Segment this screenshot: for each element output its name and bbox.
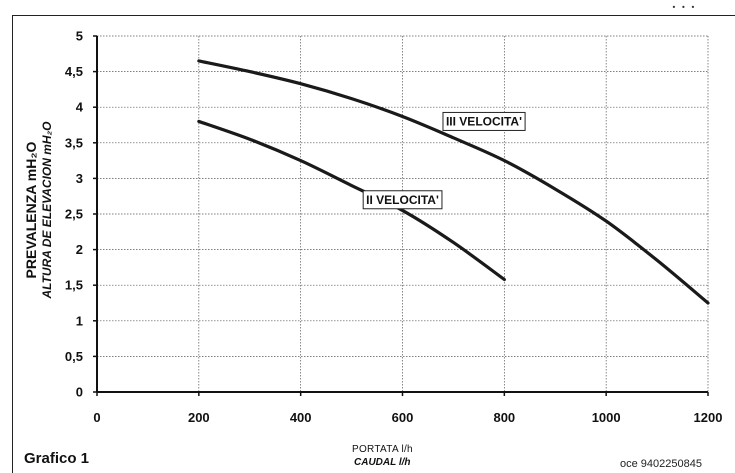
series-label-box	[362, 190, 443, 210]
x-tick-label: 1200	[694, 410, 723, 425]
x-tick-label: 0	[93, 410, 100, 425]
series-label-box	[442, 111, 526, 131]
series-label-text: II VELOCITA'	[366, 193, 439, 207]
series-line-2-velocita	[197, 119, 506, 282]
series-label-text: III VELOCITA'	[446, 114, 522, 128]
y-tick-label: 2,5	[65, 207, 83, 222]
y-tick-label: 0	[76, 385, 83, 400]
x-axis-label-sub: CAUDAL l/h	[354, 457, 411, 468]
axes	[93, 35, 709, 396]
y-tick-label: 3	[76, 171, 83, 186]
x-tick-label: 800	[493, 410, 515, 425]
document-code: oce 9402250845	[620, 458, 702, 470]
x-axis-label-main: PORTATA l/h	[352, 444, 413, 455]
y-tick-label: 1,5	[65, 278, 83, 293]
series-line-3-velocita	[197, 59, 710, 305]
y-tick-label: 1	[76, 313, 83, 328]
y-axis-label-main: PREVALENZA mH₂O	[23, 141, 39, 278]
x-tick-label: 600	[392, 410, 414, 425]
y-tick-label: 4	[76, 100, 84, 115]
figure-caption: Grafico 1	[24, 450, 90, 467]
series-labels: II VELOCITA' III VELOCITA'	[362, 111, 526, 210]
series-label-3-velocita: III VELOCITA'	[442, 111, 526, 131]
series	[197, 59, 710, 305]
x-tick-label: 200	[188, 410, 210, 425]
y-tick-label: 2	[76, 242, 83, 257]
tick-labels: 0 0,5 1 1,5 2 2,5 3 3,5 4 4,5 5 0 200 400 600 800 1000 12…	[65, 29, 723, 426]
y-axis-label: PREVALENZA mH₂O ALTURA DE ELEVACION mH₂O	[23, 121, 54, 300]
series-label-2-velocita: II VELOCITA'	[362, 190, 443, 210]
chart-frame	[12, 15, 735, 473]
y-tick-label: 5	[76, 29, 83, 44]
y-tick-label: 3,5	[65, 135, 83, 150]
y-axis-label-sub: ALTURA DE ELEVACION mH₂O	[40, 121, 54, 300]
y-tick-label: 4,5	[65, 64, 83, 79]
y-tick-label: 0,5	[65, 349, 83, 364]
x-tick-label: 400	[290, 410, 312, 425]
grid	[97, 35, 709, 392]
header-fragment: · · ·	[671, 0, 695, 18]
x-tick-label: 1000	[592, 410, 621, 425]
